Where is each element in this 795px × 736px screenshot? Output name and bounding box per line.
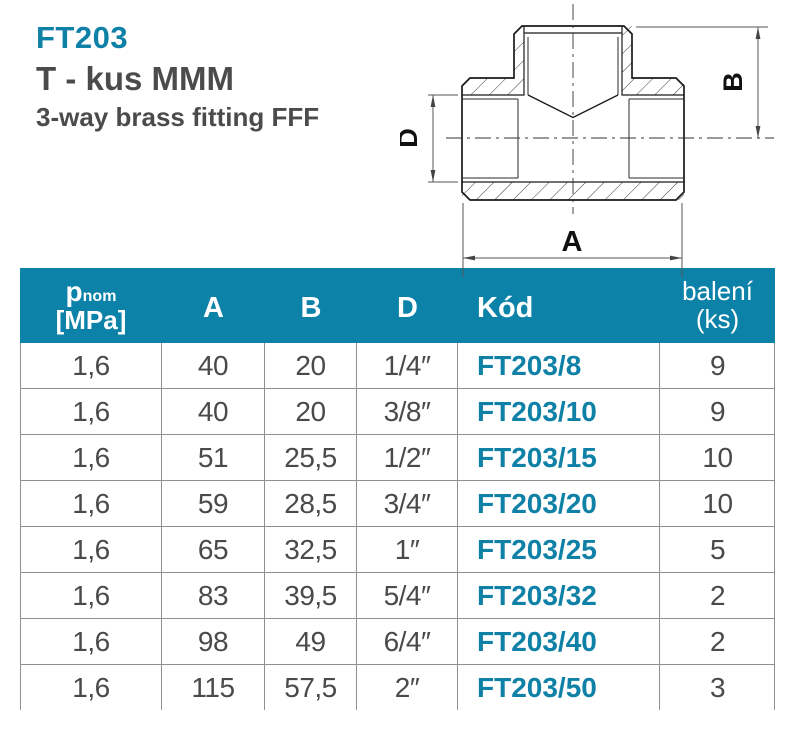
thread-lines [462, 37, 684, 179]
dim-d-label: D [400, 128, 423, 148]
header-cell-b: B [300, 292, 322, 325]
cell-d: 1/2″ [357, 435, 458, 480]
table-body: 1,6 40 20 1/4″ FT203/8 9 1,6 40 20 3/8″ FT203/10 9 1… [20, 343, 775, 710]
cell-a: 59 [162, 481, 265, 526]
cell-baleni: 9 [709, 395, 726, 427]
cone-junction-lines [527, 94, 619, 119]
cell-a: 40 [162, 389, 265, 434]
table-row: 1,6 115 57,5 2″ FT203/50 3 [21, 665, 774, 710]
cell-baleni: 5 [709, 533, 726, 565]
product-code: FT203 [36, 20, 129, 55]
baleni-line1: balení [682, 276, 753, 307]
cell-pnom: 1,6 [21, 665, 162, 710]
header-cell-kod: Kód [477, 292, 534, 325]
dim-b-arrow-top [755, 27, 761, 39]
technical-drawing: D B A [400, 4, 774, 277]
cell-pnom: 1,6 [21, 343, 162, 388]
dim-d-arrow-top [430, 95, 436, 107]
dimension-a [462, 203, 683, 277]
header-cell-baleni: balení (ks) [660, 268, 775, 343]
cell-a: 40 [162, 343, 265, 388]
dimension-table: pnom [MPa] A B D Kód balení (ks) 1,6 40 20… [20, 268, 775, 710]
cell-kod: FT203/50 [458, 665, 660, 710]
cell-baleni: 3 [709, 671, 726, 703]
table-header-row: pnom [MPa] A B D Kód balení (ks) [20, 268, 775, 343]
cell-pnom: 1,6 [21, 619, 162, 664]
table-row: 1,6 40 20 1/4″ FT203/8 9 [21, 343, 774, 389]
fitting-wall-hatching [462, 26, 684, 200]
dimension-d [428, 94, 458, 183]
cell-kod: FT203/20 [458, 481, 660, 526]
title-block: FT203 T - kus MMM 3-way brass fitting FF… [36, 22, 319, 130]
cell-d: 3/8″ [357, 389, 458, 434]
cell-baleni: 2 [709, 625, 726, 657]
dim-b-arrow-bottom [755, 126, 761, 138]
cell-d: 2″ [357, 665, 458, 710]
cell-b: 20 [265, 389, 357, 434]
cell-b: 49 [265, 619, 357, 664]
cell-pnom: 1,6 [21, 527, 162, 572]
dim-a-label: A [562, 226, 583, 258]
dim-a-arrow-left [463, 255, 475, 261]
table-row: 1,6 40 20 3/8″ FT203/10 9 [21, 389, 774, 435]
cell-a: 65 [162, 527, 265, 572]
cell-a: 51 [162, 435, 265, 480]
table-row: 1,6 51 25,5 1/2″ FT203/15 10 [21, 435, 774, 481]
dimension-b [636, 26, 768, 138]
cell-b: 28,5 [265, 481, 357, 526]
cell-baleni: 10 [702, 487, 733, 519]
fitting-bore-outline [462, 26, 684, 183]
pnom-unit: [MPa] [55, 304, 127, 335]
table-row: 1,6 65 32,5 1″ FT203/25 5 [21, 527, 774, 573]
cell-pnom: 1,6 [21, 481, 162, 526]
cell-d: 6/4″ [357, 619, 458, 664]
table-row: 1,6 59 28,5 3/4″ FT203/20 10 [21, 481, 774, 527]
cell-kod: FT203/25 [458, 527, 660, 572]
cell-b: 25,5 [265, 435, 357, 480]
cell-d: 1″ [357, 527, 458, 572]
cell-kod: FT203/40 [458, 619, 660, 664]
cell-a: 98 [162, 619, 265, 664]
cell-pnom: 1,6 [21, 573, 162, 618]
dim-b-label: B [718, 72, 748, 92]
cell-pnom: 1,6 [21, 389, 162, 434]
cell-baleni: 2 [709, 579, 726, 611]
centerlines [446, 4, 774, 214]
pnom-subscript: nom [82, 288, 117, 306]
product-name-cz: T - kus MMM [36, 60, 234, 97]
cell-d: 3/4″ [357, 481, 458, 526]
header-cell-a: A [203, 292, 224, 325]
dim-d-arrow-bottom [430, 170, 436, 182]
header-cell-d: D [397, 292, 418, 325]
cell-kod: FT203/8 [458, 343, 660, 388]
product-name-en: 3-way brass fitting FFF [36, 102, 320, 132]
baleni-line2: (ks) [695, 303, 740, 334]
cell-baleni: 9 [709, 349, 726, 381]
cell-b: 39,5 [265, 573, 357, 618]
cell-d: 1/4″ [357, 343, 458, 388]
cell-kod: FT203/15 [458, 435, 660, 480]
table-row: 1,6 98 49 6/4″ FT203/40 2 [21, 619, 774, 665]
table-row: 1,6 83 39,5 5/4″ FT203/32 2 [21, 573, 774, 619]
cell-a: 83 [162, 573, 265, 618]
cell-b: 20 [265, 343, 357, 388]
cell-a: 115 [162, 665, 265, 710]
cell-kod: FT203/32 [458, 573, 660, 618]
cell-kod: FT203/10 [458, 389, 660, 434]
cell-pnom: 1,6 [21, 435, 162, 480]
cell-d: 5/4″ [357, 573, 458, 618]
header-cell-pnom: pnom [MPa] [20, 268, 162, 343]
cell-baleni: 10 [702, 441, 733, 473]
cell-b: 57,5 [265, 665, 357, 710]
fitting-outer-outline [461, 25, 685, 201]
dim-a-arrow-right [670, 255, 682, 261]
cell-b: 32,5 [265, 527, 357, 572]
pnom-symbol: p [65, 276, 83, 308]
